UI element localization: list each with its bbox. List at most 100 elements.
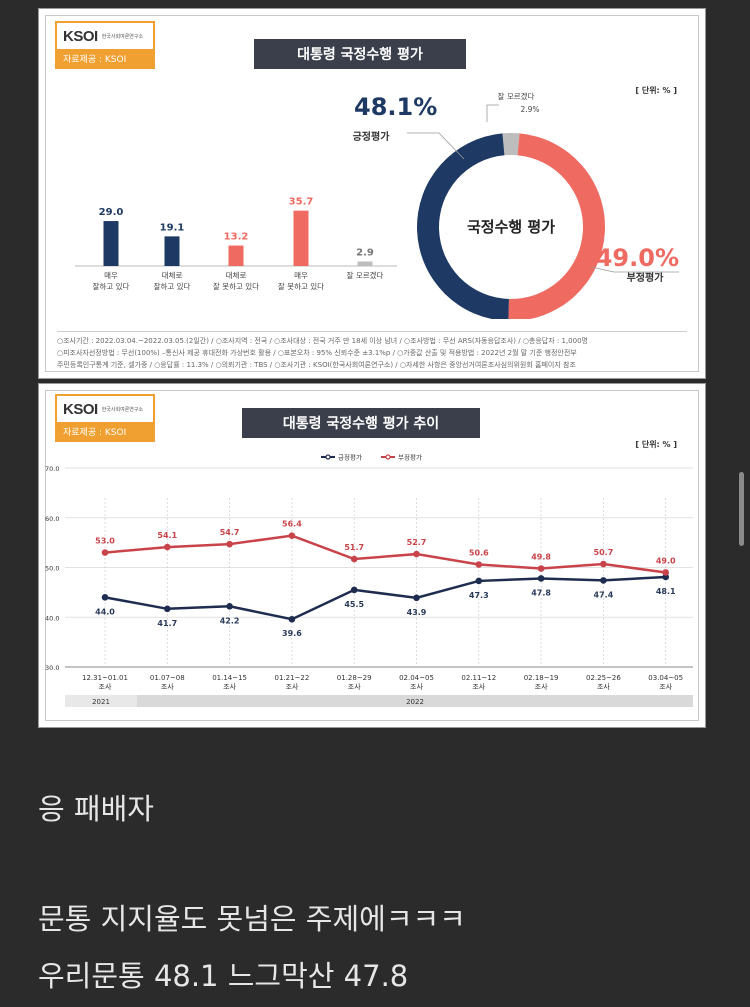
data-point — [101, 594, 109, 601]
leader-line — [590, 266, 679, 273]
data-label: 52.7 — [407, 538, 427, 547]
data-point — [164, 605, 171, 613]
y-tick-label: 60.0 — [45, 515, 59, 523]
logo-text: KSOI — [63, 400, 98, 418]
data-point — [662, 569, 669, 576]
data-point — [226, 540, 233, 548]
logo-caption: 자료제공 : KSOI — [57, 49, 153, 67]
data-point — [226, 603, 233, 610]
unknown-name-label: 잘 모르겠다 — [498, 91, 535, 101]
data-label: 47.4 — [594, 590, 614, 599]
bar — [228, 245, 244, 266]
bar — [293, 210, 309, 266]
x-tick-label: 02.04~05 — [399, 674, 434, 682]
year-band-2022 — [137, 695, 693, 707]
x-tick-label: 12.31~01.01 — [82, 674, 128, 682]
x-tick-label: 01.07~08 — [150, 674, 185, 682]
donut-slice — [502, 133, 520, 156]
bar-category-label: 잘 못하고 있다 — [213, 281, 259, 291]
bar-category-label: 매우 — [294, 271, 308, 280]
data-point — [537, 565, 545, 572]
x-tick-label: 01.21~22 — [274, 674, 309, 682]
data-point — [288, 532, 296, 539]
data-label: 48.1 — [656, 587, 676, 596]
positive-series-line — [104, 575, 666, 621]
logo-subtext: 한국사회여론연구소 — [101, 406, 144, 413]
bar-value-label: 19.1 — [160, 222, 185, 233]
bar-category-label: 대체로 — [162, 270, 183, 280]
donut-slice — [417, 133, 509, 319]
unit-label: [ 단위: % ] — [635, 86, 677, 95]
x-tick-label: 조사 — [410, 682, 423, 691]
legend-marker — [325, 454, 331, 460]
unknown-value-label: 2.9% — [520, 105, 539, 114]
data-point — [101, 549, 109, 556]
bar — [357, 261, 373, 266]
negative-series-line — [104, 534, 666, 574]
y-tick-label: 50.0 — [45, 565, 59, 573]
trend-chart: 30.0 40.0 50.0 60.0 70.0 긍정평가 부정평가 44.0 41.7 42.2… — [45, 453, 693, 707]
survey-footnote: ○조사기간 : 2022.03.04.~2022.03.05.(2일간) / ○… — [57, 331, 687, 371]
negative-name-label: 부정평가 — [627, 271, 665, 284]
x-tick-label: 조사 — [659, 682, 672, 691]
x-tick-label: 02.25~26 — [586, 674, 621, 682]
bar-category-label: 매우 — [104, 271, 118, 280]
year-band-2021 — [65, 695, 137, 707]
data-point — [164, 543, 171, 551]
leader-line — [486, 104, 499, 122]
x-tick-label: 조사 — [472, 682, 485, 691]
approval-rating-card: KSOI 한국사회여론연구소 자료제공 : KSOI 대통령 국정수행 평가 [… — [38, 8, 706, 379]
logo-subtext: 한국사회여론연구소 — [101, 33, 144, 40]
leader-line — [407, 132, 465, 160]
data-point — [350, 555, 358, 563]
logo-text: KSOI — [63, 27, 98, 45]
data-label: 44.0 — [95, 607, 115, 616]
x-tick-label: 조사 — [348, 682, 361, 691]
positive-name-label: 긍정평가 — [353, 130, 391, 143]
bar-category-label: 잘 못하고 있다 — [278, 281, 324, 291]
data-label: 50.7 — [594, 548, 614, 557]
data-point — [537, 575, 545, 582]
x-tick-label: 02.11~12 — [461, 674, 496, 682]
ksoi-logo: KSOI 한국사회여론연구소 자료제공 : KSOI — [55, 21, 155, 69]
card-frame — [45, 390, 699, 721]
x-tick-label: 03.04~05 — [648, 674, 683, 682]
data-point — [475, 561, 483, 568]
bar-category-label: 잘하고 있다 — [93, 281, 130, 291]
bar-value-label: 13.2 — [224, 232, 249, 243]
footnote-line: ○피조사자선정방법 : 무선(100%) –통신사 제공 휴대전화 가상번호 활… — [57, 349, 577, 357]
bar-value-label: 29.0 — [99, 207, 124, 218]
approval-trend-card: KSOI 한국사회여론연구소 자료제공 : KSOI 대통령 국정수행 평가 추… — [38, 383, 706, 728]
x-tick-label: 조사 — [535, 682, 548, 691]
data-label: 54.1 — [157, 531, 177, 540]
data-label: 49.8 — [531, 552, 551, 561]
data-point — [350, 586, 358, 594]
donut-center-label: 국정수행 평가 — [467, 218, 555, 236]
data-label: 42.2 — [220, 616, 240, 625]
bar-value-label: 35.7 — [289, 197, 314, 208]
x-tick-label: 01.14~15 — [212, 674, 247, 682]
donut-slice — [508, 133, 605, 319]
data-point — [413, 550, 420, 558]
data-label: 50.6 — [469, 549, 489, 558]
data-point — [600, 560, 607, 568]
bar-category-label: 대체로 — [226, 270, 247, 280]
scrollbar[interactable] — [739, 472, 744, 546]
footnote-line: 주민등록인구통계 기준, 셀가중 / ○응답률 : 11.3% / ○의뢰기관 … — [57, 361, 576, 369]
bar-category-label: 잘하고 있다 — [154, 281, 191, 291]
logo-caption: 자료제공 : KSOI — [57, 422, 153, 440]
data-label: 51.7 — [344, 543, 364, 552]
x-tick-label: 조사 — [161, 682, 174, 691]
data-label: 47.3 — [469, 591, 489, 600]
x-tick-label: 01.28~29 — [337, 674, 372, 682]
y-tick-label: 70.0 — [45, 465, 59, 473]
data-label: 47.8 — [531, 588, 551, 597]
data-label: 41.7 — [157, 619, 177, 628]
year-label: 2022 — [406, 698, 424, 706]
positive-value-label: 48.1% — [354, 93, 437, 121]
unit-label: [ 단위: % ] — [635, 440, 677, 449]
bar — [103, 221, 119, 266]
y-tick-label: 40.0 — [45, 614, 59, 622]
data-point — [288, 615, 296, 623]
data-label: 53.0 — [95, 537, 115, 546]
